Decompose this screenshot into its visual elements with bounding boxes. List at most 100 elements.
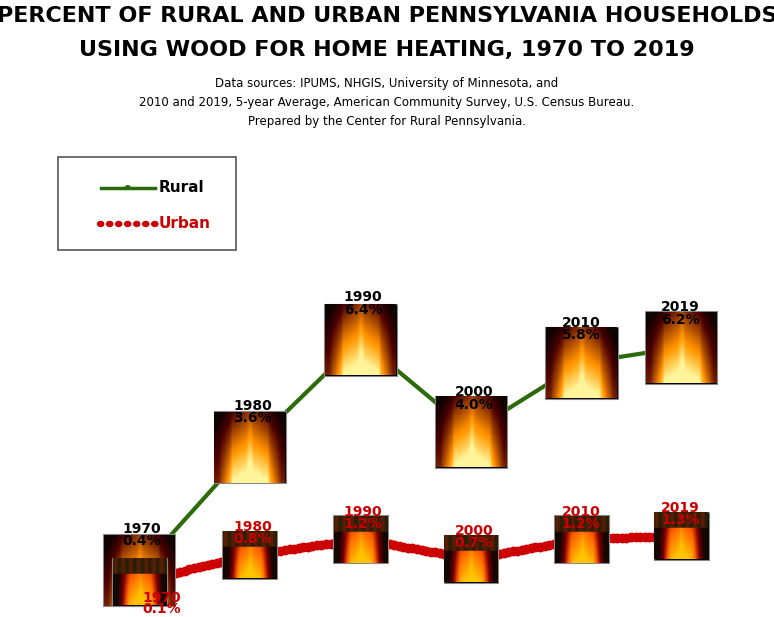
Point [411, 544, 423, 554]
Point [179, 566, 191, 576]
Point [511, 545, 523, 555]
Point [334, 537, 346, 547]
Text: 1970: 1970 [123, 521, 161, 536]
Point [170, 568, 182, 578]
Point [174, 567, 187, 577]
Point [233, 552, 245, 562]
Point [293, 543, 305, 553]
Point [310, 540, 323, 550]
Point [242, 550, 255, 560]
Point [424, 547, 437, 557]
Text: 0.4%: 0.4% [123, 534, 161, 549]
Text: 1.2%: 1.2% [562, 516, 601, 531]
Point [188, 563, 200, 573]
Point [238, 551, 250, 561]
Point [520, 544, 533, 554]
Point [392, 541, 405, 551]
Point [288, 544, 300, 553]
Point [539, 541, 551, 551]
Point [206, 559, 218, 569]
Point [616, 533, 628, 543]
Point [406, 544, 419, 553]
Text: Rural: Rural [159, 180, 204, 195]
Point [256, 548, 269, 558]
Point [552, 539, 564, 549]
Point [247, 549, 259, 559]
Point [634, 532, 646, 542]
Point [138, 576, 150, 586]
Text: 0.1%: 0.1% [142, 602, 181, 616]
Text: 3.6%: 3.6% [233, 412, 272, 425]
Point [183, 565, 196, 574]
Point [192, 562, 204, 572]
Text: 6.2%: 6.2% [661, 313, 700, 327]
Point [570, 536, 583, 545]
Point [384, 539, 396, 549]
Point [324, 539, 337, 549]
Text: 1990: 1990 [344, 505, 382, 519]
Point [420, 546, 433, 556]
Point [297, 542, 310, 552]
Point [224, 555, 237, 565]
Point [329, 538, 341, 548]
Point [515, 545, 528, 555]
Point [656, 531, 669, 541]
Point [365, 536, 378, 546]
Point [133, 577, 146, 587]
Text: 5.8%: 5.8% [562, 328, 601, 342]
Point [488, 550, 501, 560]
Point [575, 534, 587, 544]
Point [498, 548, 510, 558]
Point [375, 538, 387, 548]
Point [611, 533, 624, 543]
Point [625, 532, 637, 542]
Point [670, 531, 683, 540]
Point [265, 547, 278, 557]
Point [269, 546, 282, 556]
Point [142, 574, 155, 584]
Point [220, 556, 232, 566]
Point [502, 547, 514, 557]
Point [307, 541, 319, 551]
Point [156, 571, 168, 581]
Point [279, 545, 291, 555]
Point [361, 536, 373, 545]
Point [211, 558, 223, 568]
Point [584, 534, 596, 544]
Point [607, 533, 619, 543]
Point [338, 537, 351, 547]
Point [356, 535, 368, 545]
Text: USING WOOD FOR HOME HEATING, 1970 TO 2019: USING WOOD FOR HOME HEATING, 1970 TO 201… [79, 40, 695, 60]
Text: 2010: 2010 [562, 505, 601, 519]
Text: 1990: 1990 [344, 290, 382, 304]
Text: PERCENT OF RURAL AND URBAN PENNSYLVANIA HOUSEHOLDS: PERCENT OF RURAL AND URBAN PENNSYLVANIA … [0, 6, 774, 26]
Point [388, 540, 400, 550]
Point [547, 539, 560, 549]
Point [147, 573, 159, 583]
Point [447, 550, 460, 560]
Point [465, 553, 478, 563]
Text: 2000: 2000 [454, 524, 493, 538]
Point [470, 553, 482, 563]
Point [461, 553, 474, 563]
Text: 1980: 1980 [233, 520, 272, 534]
Point [252, 549, 264, 558]
Point [438, 549, 450, 559]
Point [666, 531, 678, 541]
Point [160, 570, 173, 580]
Point [639, 532, 651, 542]
Point [370, 537, 382, 547]
Point [675, 531, 687, 540]
Point [397, 542, 409, 552]
Point [351, 535, 364, 545]
Text: 1.3%: 1.3% [661, 513, 700, 527]
Point [457, 552, 469, 562]
Point [443, 550, 455, 560]
Point [506, 547, 519, 557]
Point [484, 550, 496, 560]
Text: 1970: 1970 [142, 590, 181, 605]
Point [566, 536, 578, 546]
Point [534, 542, 546, 552]
Point [452, 552, 464, 561]
Point [648, 532, 660, 542]
